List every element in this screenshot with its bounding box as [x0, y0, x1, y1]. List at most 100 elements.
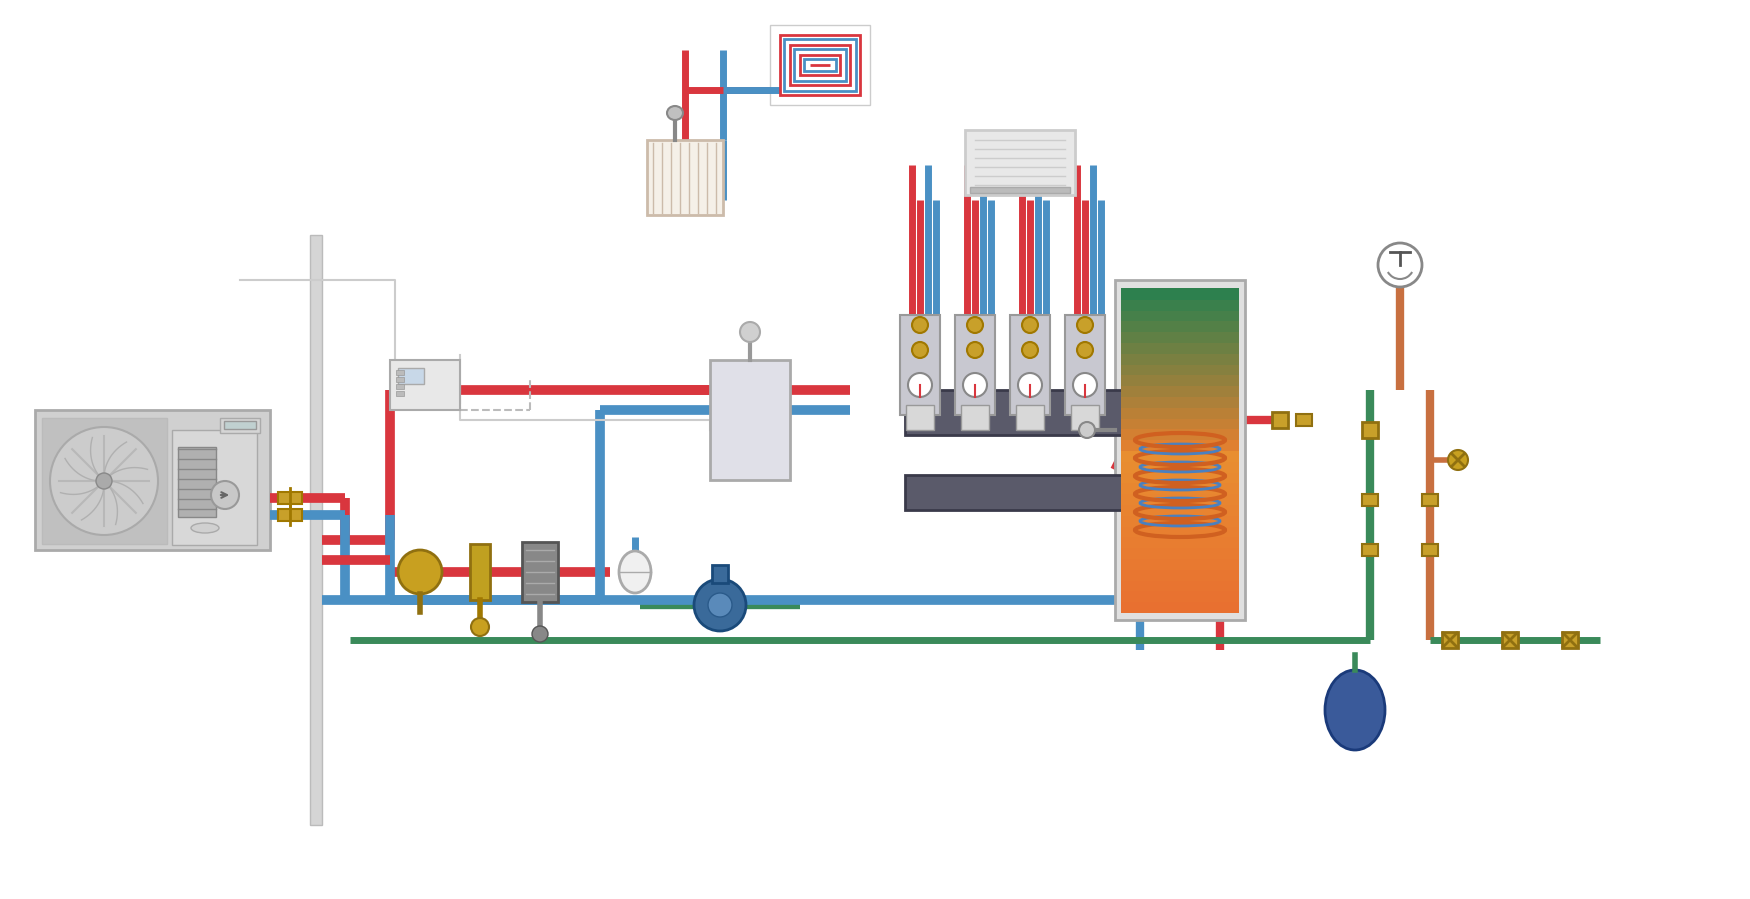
Circle shape	[912, 317, 928, 333]
Bar	[1297, 414, 1312, 426]
Bar	[1423, 544, 1438, 556]
Bar	[278, 509, 303, 521]
Circle shape	[968, 317, 984, 333]
Bar	[1122, 450, 1239, 462]
Bar	[900, 315, 940, 415]
Bar	[1563, 632, 1578, 648]
Bar	[1122, 385, 1239, 397]
Bar	[905, 390, 1136, 435]
Circle shape	[51, 427, 158, 535]
Bar	[1122, 288, 1239, 612]
Circle shape	[532, 626, 548, 642]
Bar	[1122, 320, 1239, 333]
Bar	[396, 377, 404, 382]
Circle shape	[912, 342, 928, 358]
Bar	[1122, 494, 1239, 505]
Ellipse shape	[667, 106, 682, 120]
Bar	[1010, 315, 1050, 415]
Bar	[1122, 558, 1239, 570]
Circle shape	[968, 342, 984, 358]
Circle shape	[1018, 373, 1041, 397]
Bar	[1122, 580, 1239, 592]
Circle shape	[212, 481, 240, 509]
Bar	[1423, 494, 1438, 506]
Bar	[961, 405, 989, 430]
Bar	[1122, 472, 1239, 484]
Bar	[1362, 544, 1377, 556]
Bar	[1122, 363, 1239, 376]
Circle shape	[695, 579, 746, 631]
Bar	[1122, 526, 1239, 538]
Bar	[178, 447, 215, 517]
Bar	[1122, 601, 1239, 613]
Bar	[789, 45, 850, 85]
Circle shape	[1073, 373, 1097, 397]
Bar	[964, 130, 1074, 195]
Bar	[784, 39, 856, 91]
Circle shape	[96, 473, 112, 489]
Circle shape	[1377, 243, 1423, 287]
Circle shape	[1076, 317, 1094, 333]
Bar	[1122, 331, 1239, 343]
Circle shape	[908, 373, 933, 397]
Bar	[648, 140, 723, 215]
Circle shape	[397, 550, 443, 594]
Ellipse shape	[620, 551, 651, 593]
Bar	[1272, 412, 1288, 428]
Circle shape	[740, 322, 760, 342]
Bar	[1122, 407, 1239, 419]
Bar	[780, 35, 859, 95]
Bar	[1442, 632, 1458, 648]
Circle shape	[1022, 342, 1038, 358]
Bar	[1122, 537, 1239, 548]
Bar	[800, 55, 840, 75]
Bar	[1122, 352, 1239, 365]
Bar	[1066, 315, 1104, 415]
Bar	[1122, 298, 1239, 310]
Bar	[1122, 342, 1239, 354]
Bar	[1122, 504, 1239, 516]
Bar	[710, 360, 789, 480]
Bar	[770, 25, 870, 105]
Bar	[794, 49, 845, 81]
Bar	[278, 492, 303, 504]
Bar	[956, 315, 996, 415]
Bar	[1071, 405, 1099, 430]
Bar	[396, 391, 404, 396]
Ellipse shape	[1325, 670, 1384, 750]
Bar	[1122, 547, 1239, 559]
Circle shape	[963, 373, 987, 397]
Bar	[1115, 280, 1244, 620]
Bar	[390, 360, 460, 410]
Bar	[1122, 396, 1239, 408]
Bar	[397, 368, 424, 384]
Bar	[1122, 418, 1239, 430]
Bar	[522, 542, 558, 602]
Bar	[906, 405, 934, 430]
Bar	[905, 475, 1136, 510]
Bar	[1017, 405, 1045, 430]
Bar	[224, 421, 255, 429]
Bar	[1122, 591, 1239, 602]
Bar	[1502, 632, 1517, 648]
Bar	[1122, 515, 1239, 527]
Bar	[712, 565, 728, 583]
Circle shape	[1080, 422, 1096, 438]
Bar	[1362, 494, 1377, 506]
Circle shape	[709, 593, 731, 617]
Bar	[970, 187, 1069, 193]
Bar	[172, 430, 257, 545]
Bar	[803, 59, 836, 71]
Bar	[35, 410, 270, 550]
Circle shape	[1022, 317, 1038, 333]
Bar	[1122, 569, 1239, 581]
Bar	[220, 418, 261, 433]
Bar	[1122, 288, 1239, 299]
Bar	[1122, 309, 1239, 322]
Bar	[471, 544, 490, 600]
Circle shape	[471, 618, 488, 636]
Circle shape	[1076, 342, 1094, 358]
Bar	[1122, 429, 1239, 441]
Bar	[1122, 461, 1239, 473]
Bar	[396, 384, 404, 389]
